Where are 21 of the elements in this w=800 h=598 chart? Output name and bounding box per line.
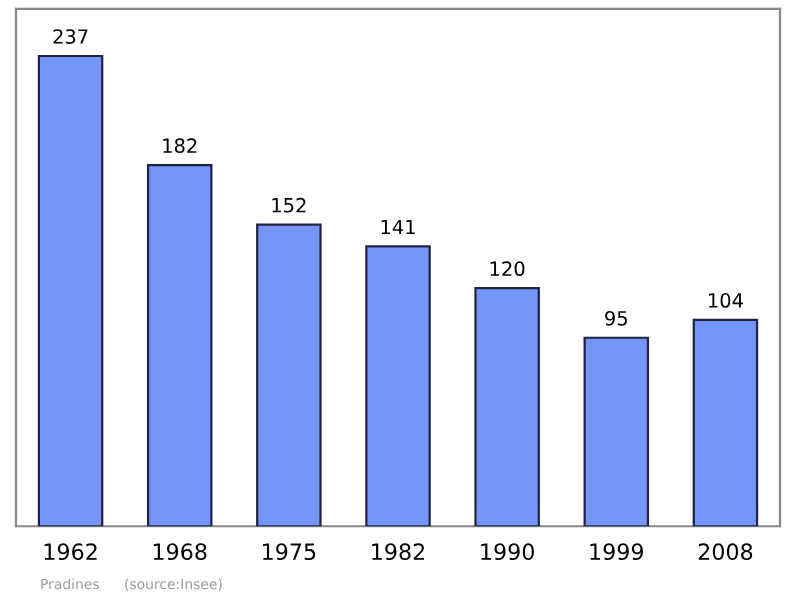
bar: [474, 287, 540, 527]
data-label: 104: [709, 293, 743, 308]
bar: [256, 223, 322, 527]
data-label: 141: [381, 219, 415, 235]
x-tick-label: 1999: [590, 543, 643, 561]
data-label: 237: [53, 29, 88, 44]
x-tick-label: 1982: [372, 543, 425, 561]
data-label: 182: [163, 138, 197, 154]
x-tick-label: 1968: [153, 543, 207, 561]
x-tick-label: 1962: [44, 543, 97, 561]
x-tick-label: 1990: [481, 543, 534, 561]
bar: [37, 54, 104, 527]
data-label: 95: [605, 310, 627, 326]
bar: [583, 336, 650, 527]
x-tick-label: 1975: [263, 543, 316, 561]
data-label: 152: [272, 197, 306, 213]
bar: [365, 245, 431, 527]
data-label: 120: [490, 261, 525, 277]
bar: [692, 318, 759, 527]
bar: [146, 164, 213, 527]
x-tick-label: 2008: [698, 543, 753, 561]
